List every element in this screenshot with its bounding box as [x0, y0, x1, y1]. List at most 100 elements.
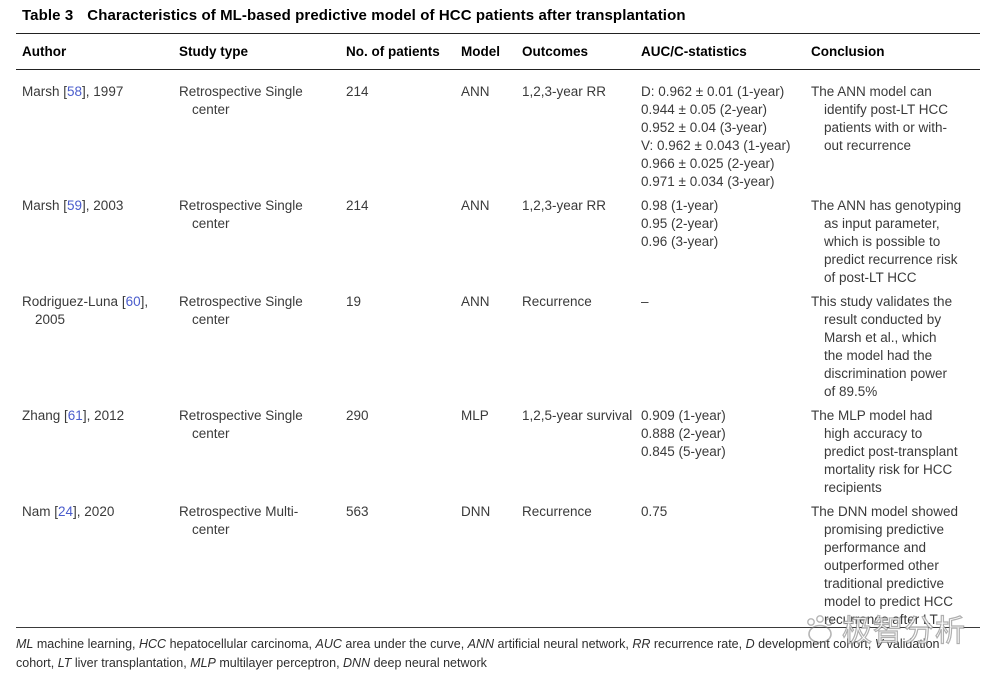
abbreviation: ANN [467, 637, 495, 651]
table-caption: Characteristics of ML-based predictive m… [87, 7, 686, 24]
cell-line: Retrospective Multi- [179, 504, 299, 519]
table-number: Table 3 [22, 7, 74, 24]
cell-line: discrimination power [824, 366, 948, 381]
table-row: Nam [24], 2020 Retrospective Multi-center… [16, 497, 980, 629]
author-cell: Nam [24], 2020 [16, 497, 179, 629]
cell-line: Retrospective Single [179, 408, 303, 423]
abbreviation: ML [16, 637, 34, 651]
patients-cell: 214 [346, 198, 369, 213]
cell-line: Marsh et al., which [824, 330, 937, 345]
cell-line: patients with or with- [824, 120, 948, 135]
cell-line: as input parameter, [824, 216, 940, 231]
abbreviation: LT [57, 656, 72, 670]
reference-link[interactable]: 59 [67, 198, 83, 213]
outcomes-cell: 1,2,3-year RR [522, 198, 607, 213]
cell-line: mortality risk for HCC [824, 462, 953, 477]
cell-line: high accuracy to [824, 426, 923, 441]
author-cell: Marsh [58], 1997 [16, 70, 179, 192]
cell-line: center [192, 312, 230, 327]
cell-line: The MLP model had [811, 408, 933, 423]
abbreviation: HCC [139, 637, 167, 651]
reference-link[interactable]: 60 [125, 294, 141, 309]
patients-cell: 19 [346, 294, 362, 309]
conclusion-cell: The DNN model showed promising predictive… [811, 497, 980, 629]
cell-line: The ANN has genotyping [811, 198, 962, 213]
author-cell: Zhang [61], 2012 [16, 401, 179, 497]
auc-line: 0.96 (3-year) [641, 234, 719, 249]
outcomes-cell: Recurrence [522, 294, 592, 309]
auc-line: 0.95 (2-year) [641, 216, 719, 231]
patients-cell: 563 [346, 504, 369, 519]
cell-line: predict post-transplant [824, 444, 958, 459]
reference-link[interactable]: 58 [67, 84, 83, 99]
cell-line: The ANN model can [811, 84, 932, 99]
abbreviation: RR [632, 637, 651, 651]
auc-cell: 0.98 (1-year) 0.95 (2-year) 0.96 (3-year) [641, 191, 811, 287]
characteristics-table: Author Study type No. of patients Model Outc… [16, 33, 980, 629]
author-name: Marsh [ [22, 198, 68, 213]
author-line: 2005 [35, 312, 66, 327]
cell-line: predict recurrence risk [824, 252, 958, 267]
study-type-cell: Retrospective Multi-center [179, 497, 346, 629]
abbreviation: MLP [190, 656, 216, 670]
patients-cell: 214 [346, 84, 369, 99]
auc-line: 0.845 (5-year) [641, 444, 726, 459]
abbreviation-definition: validation cohort, [16, 637, 940, 670]
abbreviation-definition: liver transplantation, [71, 656, 191, 670]
abbreviation-definition: development cohort, [754, 637, 875, 651]
outcomes-cell: 1,2,3-year RR [522, 84, 607, 99]
cell-line: identify post-LT HCC [824, 102, 949, 117]
author-line: Marsh [58], 1997 [22, 83, 171, 101]
reference-link[interactable]: 61 [67, 408, 83, 423]
cell-line: the model had the [824, 348, 933, 363]
cell-line: promising predictive [824, 522, 945, 537]
abbreviation-definition: multilayer perceptron, [215, 656, 344, 670]
cell-line: of post-LT HCC [824, 270, 917, 285]
reference-link[interactable]: 24 [58, 504, 74, 519]
model-cell: ANN [461, 294, 490, 309]
cell-line: The DNN model showed [811, 504, 959, 519]
table-row: Rodriguez-Luna [60], 2005 Retrospective Si… [16, 287, 980, 401]
study-type-cell: Retrospective Single center [179, 287, 346, 401]
model-cell: MLP [461, 408, 489, 423]
characteristics-table-wrap: Author Study type No. of patients Model Outc… [16, 33, 980, 629]
model-cell: ANN [461, 84, 490, 99]
table-title: Table 3 Characteristics of ML-based predi… [22, 7, 686, 24]
model-cell: DNN [461, 504, 491, 519]
author-year: ], 2012 [82, 408, 125, 423]
author-name: Nam [ [22, 504, 59, 519]
abbreviation: D [745, 637, 755, 651]
auc-cell: D: 0.962 ± 0.01 (1-year) 0.944 ± 0.05 (2-… [641, 70, 811, 192]
abbreviation-definition: deep neural network [370, 656, 487, 670]
conclusion-cell: The MLP model had high accuracy to predict… [811, 401, 980, 497]
model-cell: ANN [461, 198, 490, 213]
cell-line: center [192, 216, 230, 231]
abbreviation: AUC [315, 637, 342, 651]
column-header: Model [461, 33, 522, 70]
abbreviation-definition: recurrence rate, [650, 637, 746, 651]
auc-cell: 0.75 [641, 497, 811, 629]
author-line: Rodriguez-Luna [60], [22, 293, 171, 311]
auc-cell: 0.909 (1-year) 0.888 (2-year) 0.845 (5-yea… [641, 401, 811, 497]
author-line: Marsh [59], 2003 [22, 197, 171, 215]
cell-line: result conducted by [824, 312, 942, 327]
auc-line: 0.909 (1-year) [641, 408, 726, 423]
cell-line: This study validates the [811, 294, 953, 309]
column-header: AUC/C-statistics [641, 33, 811, 70]
author-year: ], 1997 [82, 84, 124, 99]
cell-line: center [192, 102, 230, 117]
conclusion-cell: This study validates the result conducted… [811, 287, 980, 401]
author-year: ], [140, 294, 149, 309]
abbreviation: V [874, 637, 884, 651]
cell-line: Retrospective Single [179, 294, 303, 309]
author-year: ], 2003 [82, 198, 124, 213]
table-row: Marsh [59], 2003 Retrospective Single cent… [16, 191, 980, 287]
conclusion-cell: The ANN model can identify post-LT HCC pat… [811, 70, 980, 192]
author-line: Nam [24], 2020 [22, 503, 171, 521]
column-header: Outcomes [522, 33, 641, 70]
abbreviation-definition: artificial neural network, [494, 637, 633, 651]
cell-line: center [192, 426, 230, 441]
auc-line: – [641, 294, 649, 309]
study-type-cell: Retrospective Single center [179, 191, 346, 287]
